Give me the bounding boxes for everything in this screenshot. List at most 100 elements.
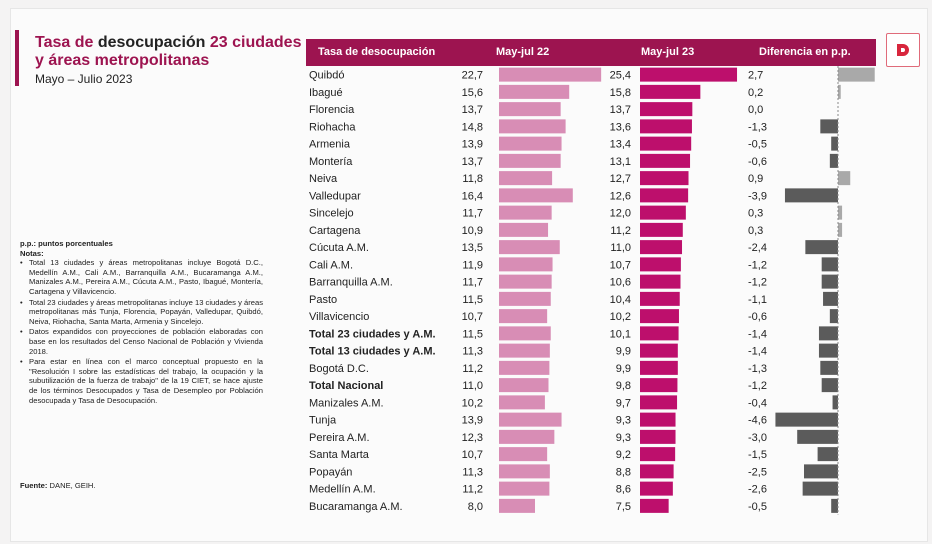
curr-value-label: 9,9 xyxy=(616,346,631,358)
prev-value-label: 11,0 xyxy=(462,380,483,392)
prev-bar xyxy=(499,343,550,358)
category-label: Neiva xyxy=(309,173,338,185)
curr-value-label: 13,6 xyxy=(610,121,631,133)
title-part3: 23 ciudades y áreas metropolitanas xyxy=(35,34,302,69)
category-label: Popayán xyxy=(309,466,352,478)
diff-bar xyxy=(829,309,838,324)
curr-bar xyxy=(640,257,681,272)
prev-value-label: 11,3 xyxy=(462,466,483,478)
prev-value-label: 11,9 xyxy=(462,259,483,271)
diff-value-label: 0,0 xyxy=(748,104,763,116)
curr-bar xyxy=(640,119,692,134)
diff-bar xyxy=(784,188,838,203)
prev-value-label: 11,2 xyxy=(462,363,483,375)
prev-bar xyxy=(499,188,573,203)
curr-bar xyxy=(640,481,673,496)
diff-bar xyxy=(804,464,838,479)
category-label: Montería xyxy=(309,156,353,168)
curr-bar xyxy=(640,360,678,375)
dane-logo-icon xyxy=(886,33,920,67)
curr-value-label: 10,7 xyxy=(610,259,631,271)
chart-title: Tasa de desocupación 23 ciudades y áreas… xyxy=(35,34,310,70)
curr-value-label: 9,3 xyxy=(616,415,631,427)
prev-bar xyxy=(499,136,562,151)
header-col-prev: May-jul 22 xyxy=(496,46,550,58)
diff-bar xyxy=(829,153,838,168)
curr-value-label: 9,8 xyxy=(616,380,631,392)
diff-bar xyxy=(805,240,838,255)
notes-list: Total 13 ciudades y áreas metropolitanas… xyxy=(20,258,263,405)
diff-bar xyxy=(832,395,838,410)
curr-bar xyxy=(640,395,678,410)
diff-bar xyxy=(775,412,838,427)
curr-value-label: 12,6 xyxy=(610,190,631,202)
diff-bar xyxy=(831,498,838,513)
diff-bar xyxy=(797,429,838,444)
prev-bar xyxy=(499,464,550,479)
prev-bar xyxy=(499,102,561,117)
curr-bar xyxy=(640,102,693,117)
curr-bar xyxy=(640,447,676,462)
diff-bar xyxy=(802,481,838,496)
prev-value-label: 13,7 xyxy=(462,156,483,168)
title-accent-bar xyxy=(15,30,19,86)
prev-value-label: 11,8 xyxy=(462,173,483,185)
diff-bar xyxy=(818,326,838,341)
title-part1: Tasa de xyxy=(35,34,94,51)
diff-value-label: -1,5 xyxy=(748,449,767,461)
diff-value-label: -0,5 xyxy=(748,501,767,513)
prev-bar xyxy=(499,309,548,324)
curr-bar xyxy=(640,153,691,168)
category-label: Total 13 ciudades y A.M. xyxy=(309,346,436,358)
prev-value-label: 13,7 xyxy=(462,104,483,116)
prev-value-label: 14,8 xyxy=(462,121,483,133)
prev-bar xyxy=(499,67,602,82)
diff-bar xyxy=(838,84,841,99)
curr-value-label: 12,7 xyxy=(610,173,631,185)
curr-value-label: 25,4 xyxy=(610,70,631,82)
diff-bar xyxy=(838,67,875,82)
curr-bar xyxy=(640,464,674,479)
category-label: Tunja xyxy=(309,415,337,427)
logo-glyph-icon xyxy=(897,44,909,56)
curr-bar xyxy=(640,84,701,99)
prev-bar xyxy=(499,360,550,375)
prev-value-label: 13,9 xyxy=(462,139,483,151)
prev-bar xyxy=(499,412,562,427)
curr-value-label: 8,6 xyxy=(616,484,631,496)
diff-value-label: 0,3 xyxy=(748,208,763,220)
category-label: Quibdó xyxy=(309,70,344,82)
diff-value-label: -1,3 xyxy=(748,121,767,133)
curr-bar xyxy=(640,291,680,306)
chart-subtitle: Mayo – Julio 2023 xyxy=(35,72,133,86)
curr-value-label: 9,9 xyxy=(616,363,631,375)
prev-value-label: 13,5 xyxy=(462,242,483,254)
diff-bar xyxy=(831,136,838,151)
prev-value-label: 22,7 xyxy=(462,70,483,82)
diff-value-label: -1,4 xyxy=(748,346,767,358)
category-label: Medellín A.M. xyxy=(309,484,376,496)
category-label: Riohacha xyxy=(309,121,356,133)
prev-value-label: 11,7 xyxy=(462,277,483,289)
prev-bar xyxy=(499,326,551,341)
category-label: Total 23 ciudades y A.M. xyxy=(309,328,436,340)
curr-value-label: 10,1 xyxy=(610,328,631,340)
diff-bar xyxy=(821,274,838,289)
curr-value-label: 10,4 xyxy=(610,294,631,306)
curr-value-label: 10,6 xyxy=(610,277,631,289)
diff-value-label: -1,2 xyxy=(748,277,767,289)
category-label: Florencia xyxy=(309,104,355,116)
prev-value-label: 13,9 xyxy=(462,415,483,427)
category-label: Cartagena xyxy=(309,225,361,237)
prev-bar xyxy=(499,240,560,255)
curr-bar xyxy=(640,188,689,203)
curr-bar xyxy=(640,205,686,220)
prev-value-label: 11,5 xyxy=(462,294,483,306)
category-label: Armenia xyxy=(309,139,351,151)
diff-bar xyxy=(838,222,843,237)
prev-value-label: 15,6 xyxy=(462,87,483,99)
curr-value-label: 11,0 xyxy=(610,242,631,254)
diff-value-label: 0,2 xyxy=(748,87,763,99)
prev-value-label: 11,7 xyxy=(462,208,483,220)
diff-value-label: -4,6 xyxy=(748,415,767,427)
